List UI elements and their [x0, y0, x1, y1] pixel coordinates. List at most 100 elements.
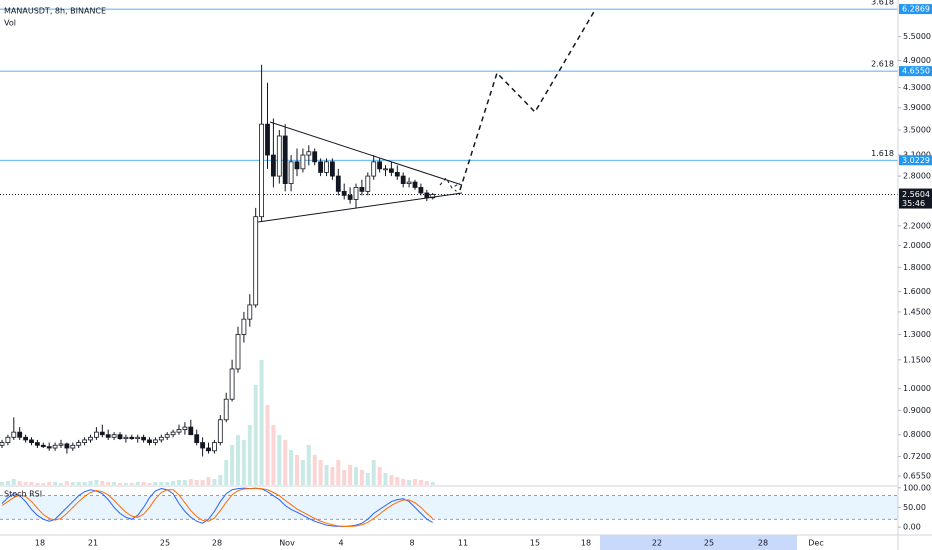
x-tick-label: 28 — [758, 539, 768, 548]
volume-bar — [94, 480, 99, 485]
candle-body — [294, 161, 300, 170]
volume-bar — [76, 482, 81, 485]
candle-body — [176, 429, 182, 433]
candle-body — [17, 431, 23, 438]
fib-ratio: 1.618 — [871, 149, 894, 158]
y-tick-label: 1.1500 — [903, 355, 931, 364]
volume-bar — [306, 445, 311, 485]
volume-bar — [70, 482, 75, 485]
grid-layer — [0, 8, 898, 196]
volume-bar — [224, 460, 229, 485]
candle-body — [111, 434, 117, 438]
candle-body — [265, 123, 270, 156]
candle-body — [241, 318, 247, 335]
candle-body — [11, 431, 17, 438]
candle-body — [105, 434, 111, 438]
x-tick-label: 22 — [652, 539, 662, 548]
candle-body — [164, 434, 170, 438]
volume-bar — [312, 455, 317, 485]
volume-bar — [383, 473, 388, 485]
candle-body — [359, 187, 365, 192]
candle-body — [306, 151, 312, 156]
candle-body — [123, 436, 129, 440]
volume-bar — [389, 475, 394, 485]
y-tick-label: 3.9000 — [903, 103, 931, 112]
candle-body — [194, 434, 200, 443]
volume-bar — [165, 482, 170, 485]
volume-bar — [206, 477, 211, 485]
projection-path — [459, 9, 596, 191]
fib-price-label: 4.6550 — [902, 67, 930, 76]
y-tick-label: 1.4500 — [903, 307, 931, 316]
candle-body — [40, 444, 46, 448]
volume-label: Vol — [4, 19, 16, 28]
price-label-box — [899, 66, 932, 77]
drawings — [257, 9, 596, 223]
volume-bar — [371, 460, 376, 485]
candle-body — [52, 444, 58, 449]
volume-bar — [236, 435, 240, 485]
candle-body — [223, 398, 229, 421]
candle-body — [377, 161, 383, 170]
x-tick-label: 25 — [160, 539, 170, 548]
volume-bar — [295, 455, 299, 485]
volume-bar — [59, 483, 63, 485]
candle-body — [5, 436, 11, 443]
stoch-line — [1, 488, 434, 527]
y-tick-label: 1.3000 — [903, 330, 931, 339]
candle-body — [318, 161, 324, 173]
candle-body — [276, 135, 282, 177]
candle-body — [135, 436, 141, 440]
fib-ratio: 3.618 — [871, 0, 894, 7]
volume-bar — [377, 467, 382, 485]
y-tick-label: 4.9000 — [903, 56, 931, 65]
volume-bar — [413, 479, 417, 485]
y-tick-label: 0.8000 — [903, 430, 931, 439]
volume-bar — [230, 445, 235, 485]
volume-bar — [35, 483, 40, 485]
candle-body — [147, 439, 152, 443]
candle-body — [418, 187, 424, 194]
x-tick-label: Dec — [808, 539, 823, 548]
candle-body — [259, 123, 265, 218]
candle-body — [188, 426, 194, 436]
candle-body — [70, 444, 76, 449]
candle-body — [217, 419, 223, 443]
candle-body — [182, 426, 188, 430]
candle-body — [329, 161, 335, 177]
volume-bar — [265, 405, 270, 485]
volume-bar — [395, 477, 400, 485]
last-price-box — [899, 188, 932, 209]
volume-bar — [418, 480, 423, 485]
volume-bar — [182, 480, 187, 485]
x-tick-label: 18 — [581, 539, 591, 548]
candle-body — [300, 154, 306, 170]
volume-bar — [106, 482, 111, 485]
last-price-label: 2.5604 — [902, 190, 930, 199]
volume-bar — [188, 479, 193, 485]
candle-body — [200, 442, 206, 449]
y-tick-label: 5.5000 — [903, 32, 931, 41]
volume-bar — [359, 470, 364, 485]
volume-bar — [259, 360, 264, 485]
triangle-lower — [257, 192, 463, 223]
fib-price-label: 6.2869 — [902, 5, 930, 14]
candle-body — [282, 135, 288, 184]
volume-bar — [112, 482, 117, 485]
volume-bar — [300, 460, 305, 485]
volume-bar — [283, 440, 288, 485]
volume-bar — [135, 482, 140, 485]
volume-bar — [153, 482, 158, 485]
candle-body — [46, 446, 52, 449]
volume-bar — [324, 465, 329, 485]
candle-body — [412, 181, 418, 188]
candle-body — [383, 168, 388, 171]
fib-price-label: 3.0229 — [902, 156, 930, 165]
volume-bar — [430, 482, 435, 485]
candle-body — [247, 304, 253, 320]
x-tick-label: 11 — [458, 539, 468, 548]
candle-body — [99, 431, 105, 436]
x-tick-label: 8 — [409, 539, 414, 548]
y-tick-label: 0.6550 — [903, 471, 931, 480]
volume-bar — [141, 482, 146, 485]
